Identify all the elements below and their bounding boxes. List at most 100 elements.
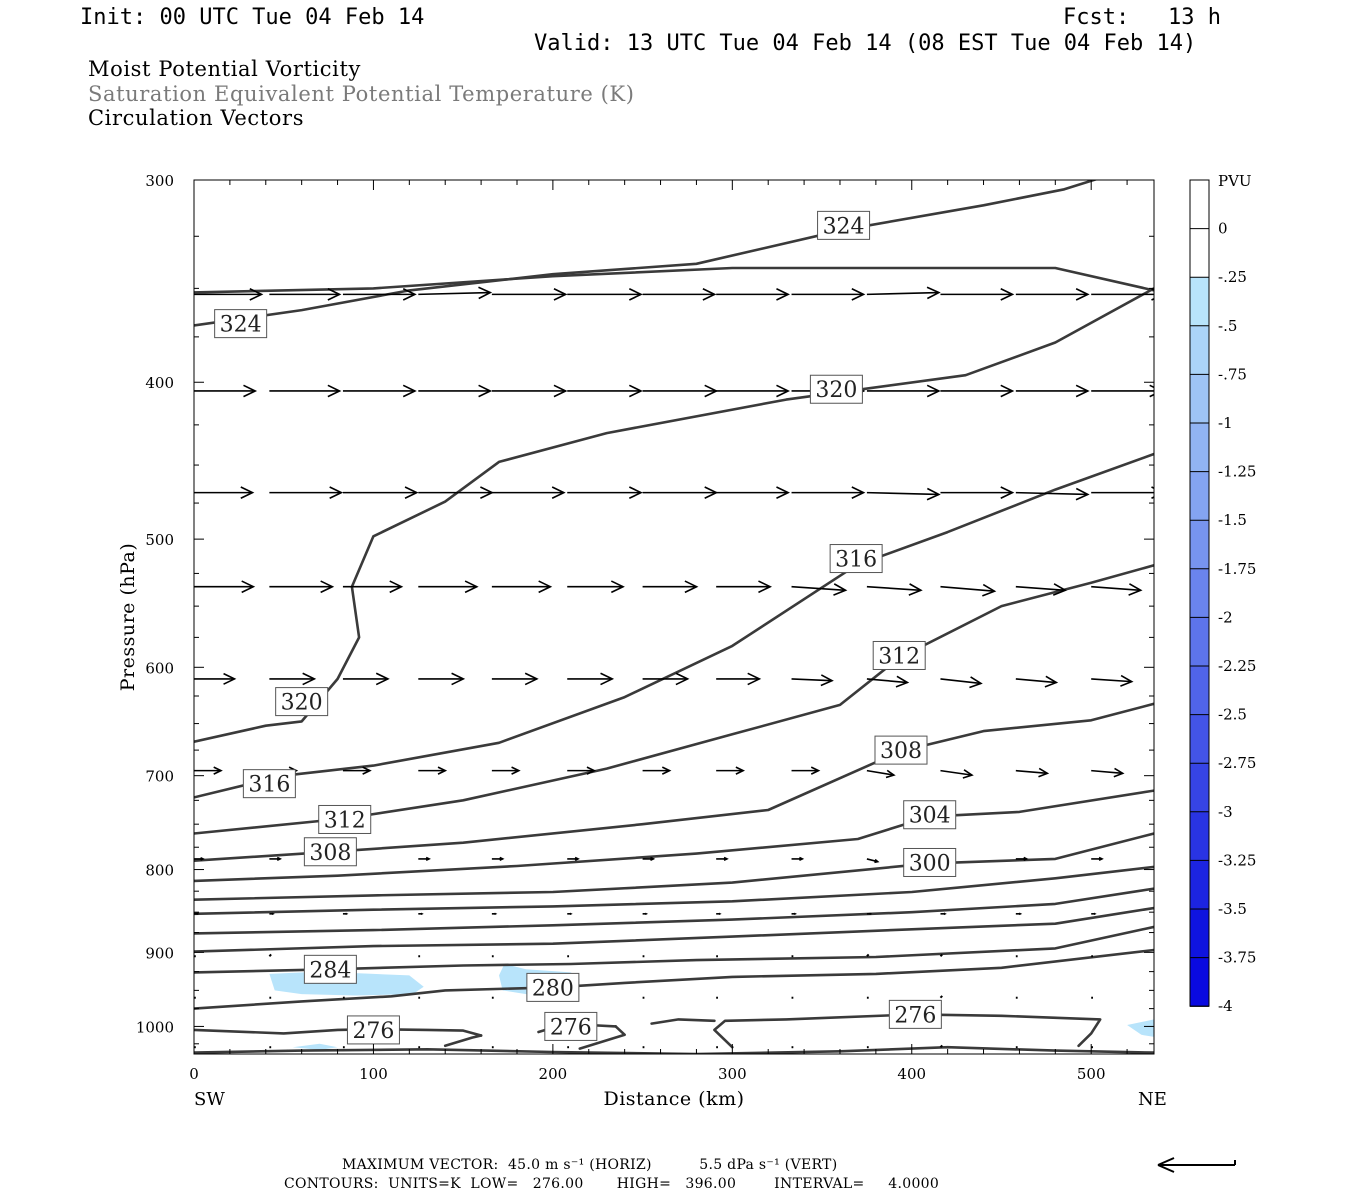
contour-label-316: 316 xyxy=(242,769,296,799)
circulation-vector xyxy=(567,486,643,500)
colorbar-tick-label: 0 xyxy=(1218,220,1228,238)
circulation-vector xyxy=(1091,674,1134,687)
colorbar-tick-label: -3.75 xyxy=(1218,949,1256,967)
svg-text:320: 320 xyxy=(281,691,323,716)
theta-contour-300 xyxy=(194,832,1154,902)
theta-contour-276 xyxy=(194,1027,483,1037)
contour-label-276: 276 xyxy=(346,1015,400,1045)
x-axis-title: Distance (km) xyxy=(603,1088,744,1110)
field-pv-title: Moist Potential Vorticity xyxy=(88,57,361,81)
circulation-vector xyxy=(716,672,762,686)
circulation-vector xyxy=(342,912,349,916)
contour-label-layer: 324 324 320 316 312 320 308 316 304 312 308 300 284 2… xyxy=(214,210,957,1045)
circulation-vector xyxy=(940,384,1015,398)
circulation-vector xyxy=(418,672,466,686)
circulation-vector xyxy=(1015,767,1050,778)
circulation-vector xyxy=(1091,384,1154,398)
circulation-vector xyxy=(342,486,419,500)
circulation-vector xyxy=(491,912,498,916)
circulation-vector xyxy=(940,912,947,916)
circulation-vector xyxy=(194,384,258,398)
colorbar-tick-label: -1.5 xyxy=(1218,511,1247,529)
circulation-vector xyxy=(1015,675,1059,688)
circulation-vector xyxy=(194,766,223,775)
colorbar-swatch xyxy=(1190,325,1209,375)
colorbar-tick-label: -2.75 xyxy=(1218,754,1256,772)
circulation-vector xyxy=(866,953,870,957)
circulation-vector xyxy=(1091,287,1154,301)
circulation-vector xyxy=(342,384,417,398)
svg-text:312: 312 xyxy=(878,644,920,669)
ne-label: NE xyxy=(1138,1089,1167,1110)
svg-text:320: 320 xyxy=(815,378,857,403)
colorbar-swatch xyxy=(1190,568,1209,618)
contour-label-324: 324 xyxy=(817,210,871,240)
circulation-vector xyxy=(269,384,342,398)
circulation-vector xyxy=(716,287,791,301)
circulation-vector xyxy=(1091,767,1125,778)
circulation-vector xyxy=(567,287,643,301)
circulation-vector xyxy=(491,580,553,594)
circulation-vector xyxy=(1015,287,1090,301)
circulation-vector xyxy=(642,486,719,500)
vector-layer xyxy=(194,286,1154,1049)
circulation-vector xyxy=(342,672,390,686)
y-tick-label: 600 xyxy=(145,659,174,677)
circulation-vector xyxy=(791,674,834,687)
theta-contour-292 xyxy=(194,887,1154,935)
y-axis-title: Pressure (hPa) xyxy=(117,543,139,692)
colorbar-swatch xyxy=(1190,714,1209,764)
x-tick-label: 100 xyxy=(359,1065,388,1083)
circulation-vector xyxy=(418,384,493,398)
circulation-vector xyxy=(716,580,773,594)
sw-label: SW xyxy=(194,1089,225,1110)
circulation-vector xyxy=(939,1044,943,1048)
circulation-vector xyxy=(642,287,717,301)
y-tick-label: 400 xyxy=(145,374,174,392)
contour-label-316: 316 xyxy=(829,544,883,574)
circulation-vector xyxy=(791,912,797,916)
colorbar-tick-label: -3.25 xyxy=(1218,851,1256,869)
circulation-vector xyxy=(1015,856,1029,862)
y-tick-label: 900 xyxy=(145,944,174,962)
svg-text:312: 312 xyxy=(324,808,366,833)
circulation-vector xyxy=(791,583,848,596)
contour-label-312: 312 xyxy=(318,804,372,834)
svg-text:324: 324 xyxy=(823,214,865,239)
contour-label-320: 320 xyxy=(809,374,863,404)
circulation-vector xyxy=(866,384,941,398)
circulation-vector xyxy=(642,384,719,398)
colorbar-tick-label: -3 xyxy=(1218,803,1233,821)
circulation-vector xyxy=(1091,486,1154,500)
x-tick-label: 400 xyxy=(897,1065,926,1083)
x-tick-label: 200 xyxy=(539,1065,568,1083)
svg-text:276: 276 xyxy=(550,1015,592,1040)
circulation-vector xyxy=(491,856,505,862)
circulation-vector xyxy=(866,858,880,864)
circulation-vector xyxy=(1015,583,1068,596)
circulation-vector xyxy=(1091,856,1104,862)
circulation-vector xyxy=(342,580,404,594)
pv-region-2 xyxy=(292,1043,338,1050)
circulation-vector xyxy=(491,287,568,301)
circulation-vector xyxy=(567,384,643,398)
circulation-vector xyxy=(642,766,672,775)
circulation-vector xyxy=(642,580,699,594)
forecast-hour: 13 h xyxy=(1168,5,1221,30)
circulation-vector xyxy=(940,769,974,779)
circulation-vector xyxy=(269,580,335,594)
circulation-vector xyxy=(940,676,983,689)
theta-contour-324 xyxy=(194,266,1154,294)
circulation-vector xyxy=(269,856,283,862)
circulation-vector xyxy=(866,675,910,688)
pv-colorbar: 0 -.25 -.5 -.75 -1 -1.25 -1.5 -1.75 -2 -2.25 -2.5 -… xyxy=(1189,179,1256,1015)
svg-text:276: 276 xyxy=(894,1003,936,1028)
colorbar-swatch xyxy=(1190,909,1209,959)
colorbar-tick-label: -1.75 xyxy=(1218,560,1256,578)
colorbar-swatch xyxy=(1190,277,1209,327)
colorbar-tick-label: -.25 xyxy=(1218,268,1247,286)
theta-contour-276 xyxy=(443,1034,483,1048)
y-tick-label: 700 xyxy=(145,768,174,786)
pv-region-3 xyxy=(1127,1019,1154,1037)
circulation-vector xyxy=(642,912,649,916)
